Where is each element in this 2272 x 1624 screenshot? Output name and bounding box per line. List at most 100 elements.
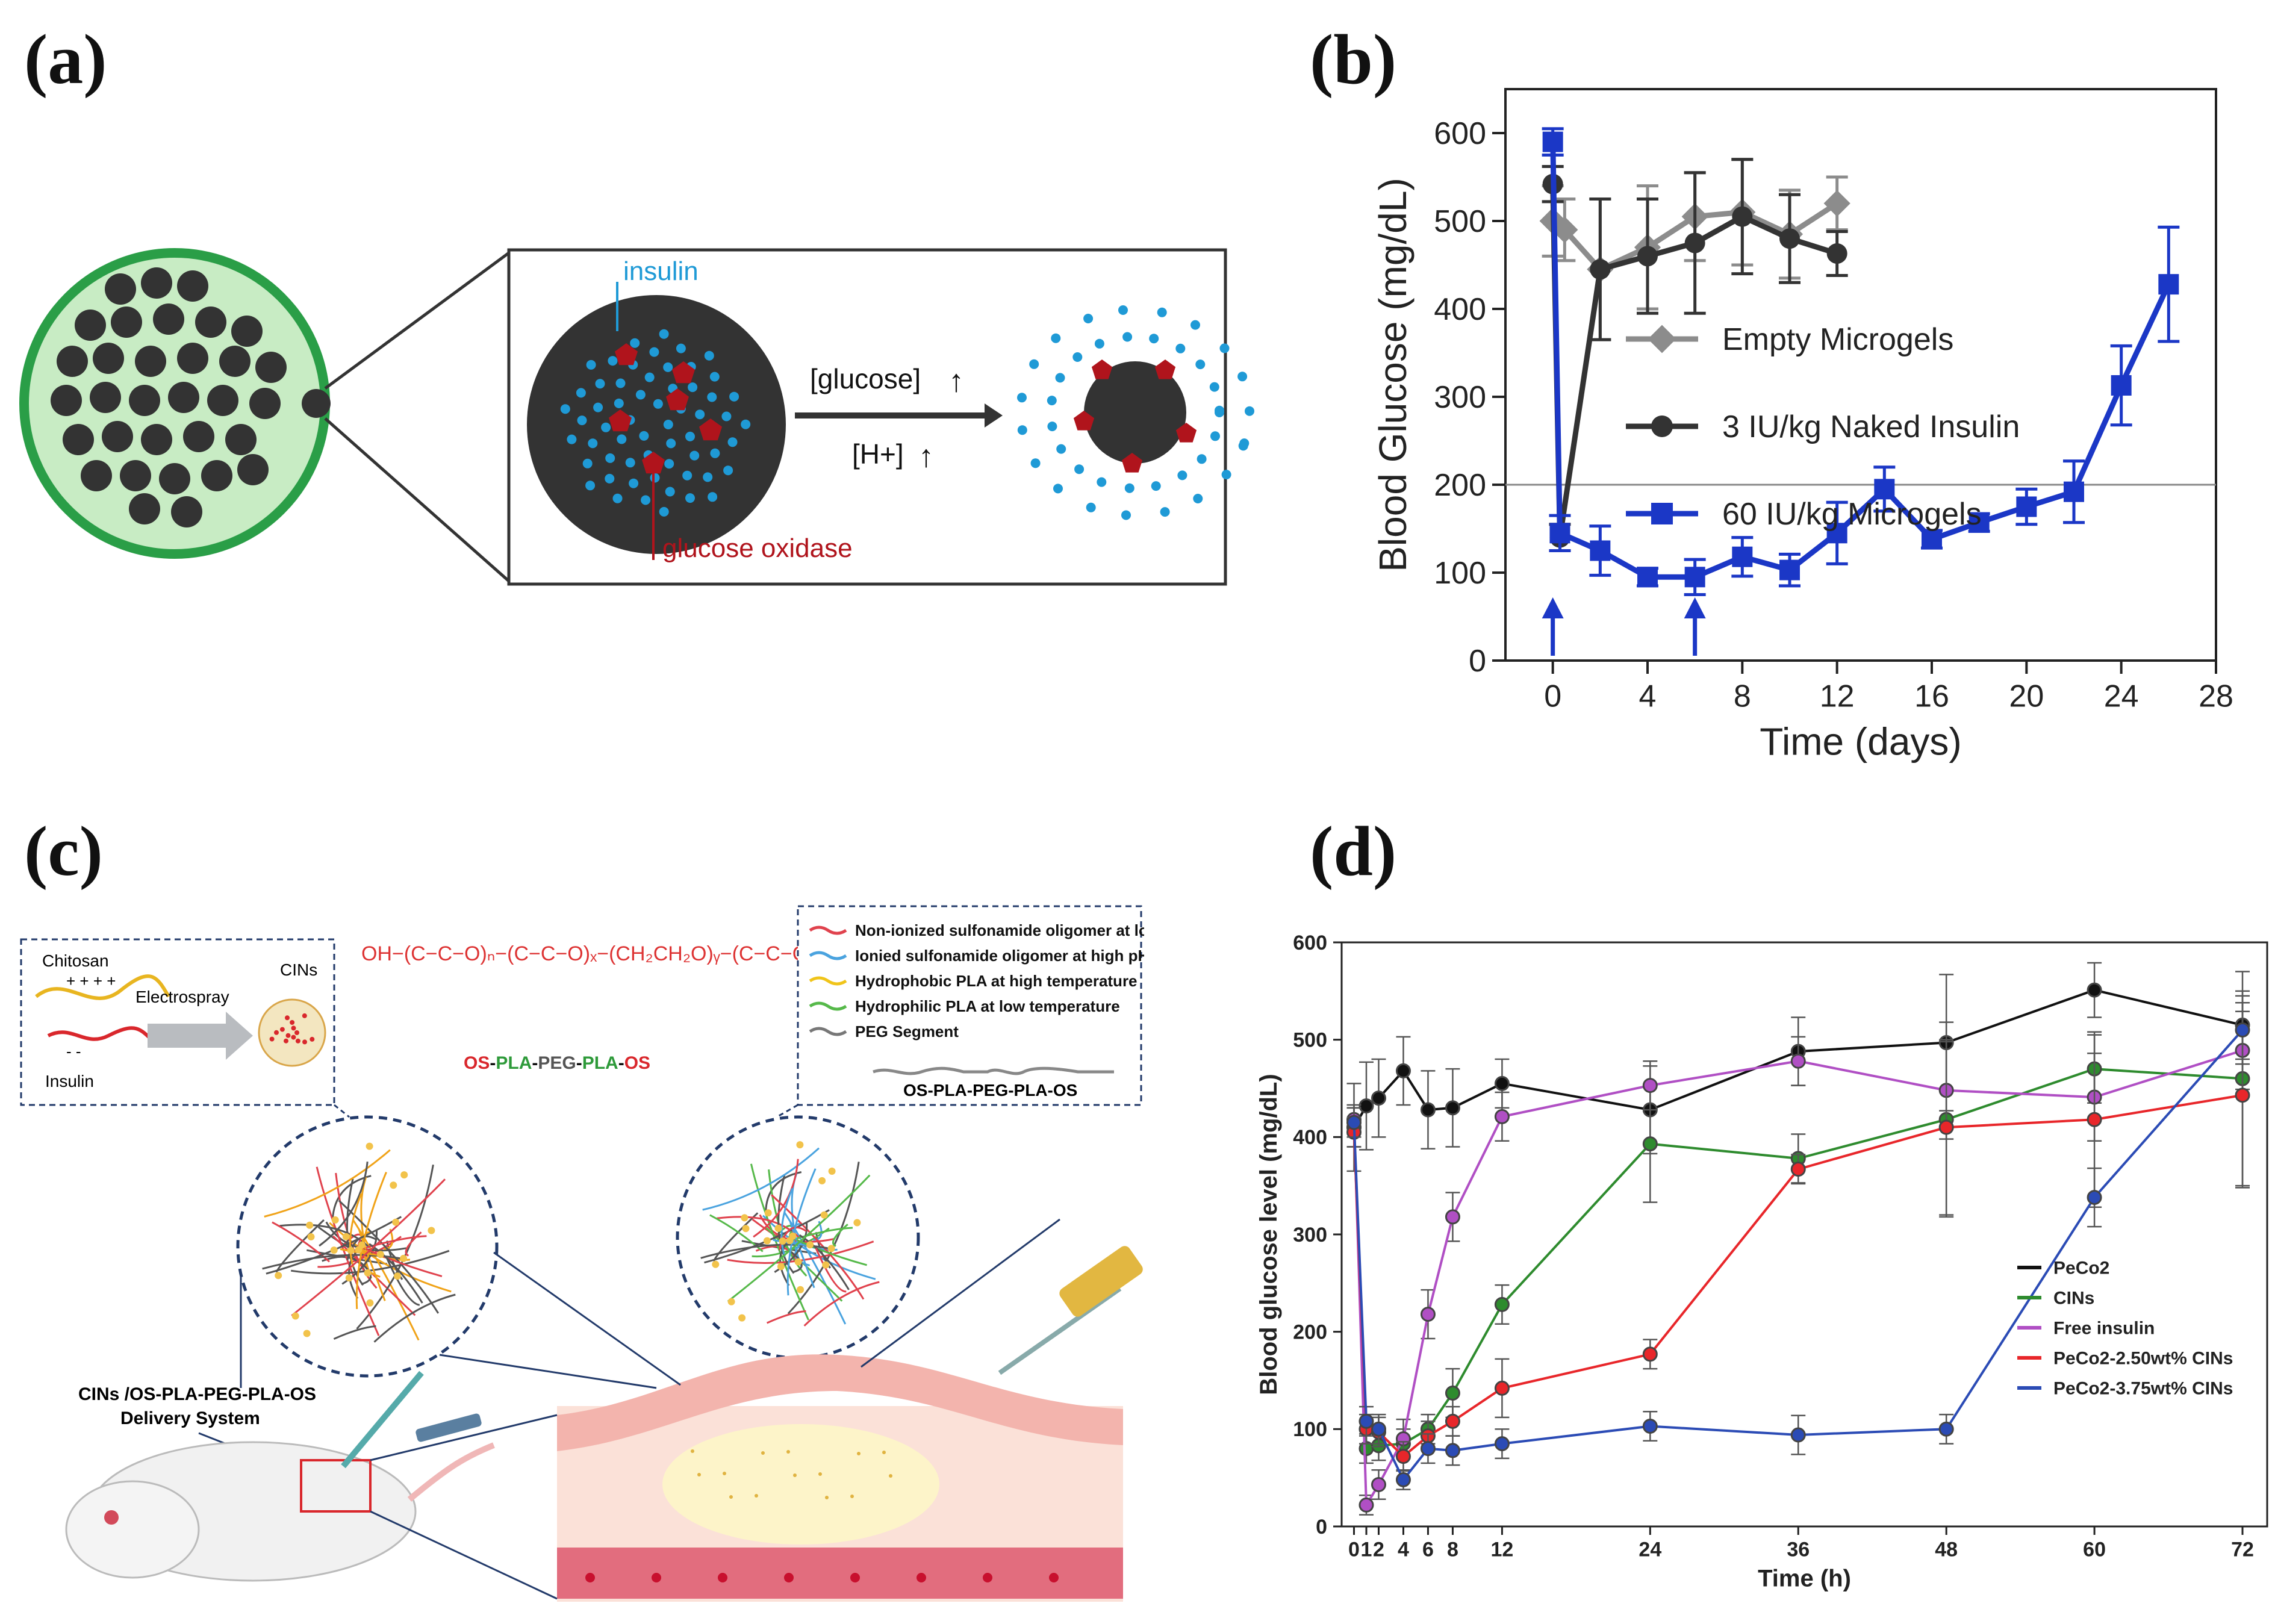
data-point [1637, 567, 1658, 588]
cins-dot [712, 1260, 720, 1268]
insulin-chain [47, 1026, 152, 1041]
plot-frame [1504, 88, 2217, 662]
cins-dot [285, 1033, 291, 1038]
cins-dot [307, 1233, 315, 1240]
insulin-dot [676, 343, 686, 353]
nanoparticle [153, 303, 184, 335]
nanoparticle [255, 352, 287, 383]
insulin-dot [560, 404, 570, 414]
polymer-strand [346, 1235, 378, 1261]
insulin-dot [1157, 307, 1167, 317]
legend-label: PeCo2 [2053, 1258, 2109, 1278]
insulin-dot [608, 356, 618, 366]
cins-dot [789, 1232, 797, 1240]
insulin-dot [723, 465, 733, 476]
depot-dot [857, 1452, 861, 1455]
cins-dot [796, 1141, 804, 1149]
cins-dot [290, 1020, 295, 1025]
depot-dot [793, 1473, 797, 1477]
cins-dot [275, 1272, 282, 1280]
vessel-layer [557, 1548, 1123, 1599]
insulin-dot [695, 409, 705, 420]
data-point [1790, 1053, 1806, 1069]
data-point [1445, 1413, 1460, 1429]
polymer-caption: OS-PLA-PEG-PLA-OS [903, 1081, 1077, 1100]
data-point [1420, 1441, 1436, 1457]
data-point [1445, 1209, 1460, 1225]
nanoparticle [135, 346, 166, 377]
data-point [1549, 523, 1570, 544]
insulin-dot [641, 495, 651, 505]
data-point [1642, 1346, 1658, 1362]
insulin-dot [1047, 422, 1057, 432]
x-tick-label: 6 [1422, 1538, 1434, 1561]
zoom-line-top [324, 251, 510, 390]
cins-label: CINs [280, 960, 317, 979]
x-tick-label: 8 [1447, 1538, 1458, 1561]
cins-dot [727, 1298, 735, 1305]
data-point [1371, 1090, 1386, 1106]
data-point [1938, 1119, 1954, 1135]
y-tick-label: 400 [1434, 292, 1486, 327]
cins-dot [822, 1261, 830, 1269]
insulin-dot [576, 388, 586, 398]
transition-arrowhead [985, 403, 1003, 428]
polymer-strand [291, 1178, 446, 1317]
low-temp-network [262, 1142, 456, 1343]
insulin-dot [567, 434, 577, 444]
depot-dot [850, 1495, 854, 1498]
legend-c: Non-ionized sulfonamide oligomer at low … [809, 921, 1144, 1041]
insulin-dot [653, 399, 663, 409]
polymer-strand [329, 1222, 452, 1293]
injection-line [861, 1218, 1060, 1368]
insulin-dot [1245, 406, 1254, 416]
insulin-dot [639, 431, 649, 441]
legend-label: PeCo2-3.75wt% CINs [2053, 1379, 2233, 1399]
enzyme-icon [666, 388, 689, 411]
nanoparticle [105, 273, 136, 305]
data-point [1371, 1476, 1386, 1492]
cins-dot [400, 1254, 408, 1262]
insulin-dot [729, 391, 739, 402]
cins-dot [295, 1038, 300, 1044]
polymer-strand [815, 1248, 847, 1293]
nanoparticle [63, 424, 94, 455]
cins-dot [853, 1219, 861, 1227]
nanoparticle [102, 421, 133, 452]
insulin-dot [1124, 483, 1134, 493]
x-axis-label: Time (days) [1760, 720, 1961, 764]
polymer-strand [750, 1163, 809, 1321]
x-tick-label: 20 [2009, 679, 2044, 714]
cins-dot [366, 1299, 374, 1307]
chitosan-chain [35, 974, 170, 1000]
cins-dot [764, 1209, 772, 1217]
insulin-dot [1219, 343, 1230, 353]
polymer-strand [325, 1221, 406, 1252]
legend-swatch [809, 951, 847, 960]
insulin-dot [1175, 343, 1186, 353]
legend-marker [1651, 503, 1673, 524]
enzyme-icon [1121, 453, 1143, 473]
blood-cell [784, 1573, 794, 1582]
depot-dot [889, 1474, 892, 1478]
insulin-dot [1094, 338, 1104, 349]
insulin-dot [663, 420, 673, 429]
data-point [2087, 1190, 2102, 1206]
nanoparticle-group [51, 267, 331, 527]
insulin-dot [615, 378, 626, 388]
insulin-dot [625, 458, 635, 468]
depot-dot [825, 1496, 829, 1499]
insulin-dot [1193, 494, 1203, 503]
mouse-tail [407, 1442, 495, 1502]
polymer-strand [780, 1188, 794, 1257]
delivery-label-line2: Delivery System [120, 1408, 260, 1428]
insulin-dot [586, 359, 596, 370]
polymer-strand [790, 1251, 803, 1274]
insulin-dot [1055, 373, 1065, 383]
nanoparticle [141, 267, 172, 299]
insulin-dot [1210, 431, 1220, 441]
x-tick-label: 16 [1914, 679, 1949, 714]
data-point [1732, 546, 1753, 567]
cins-dot [294, 1030, 299, 1035]
insulin-dot [593, 402, 603, 412]
